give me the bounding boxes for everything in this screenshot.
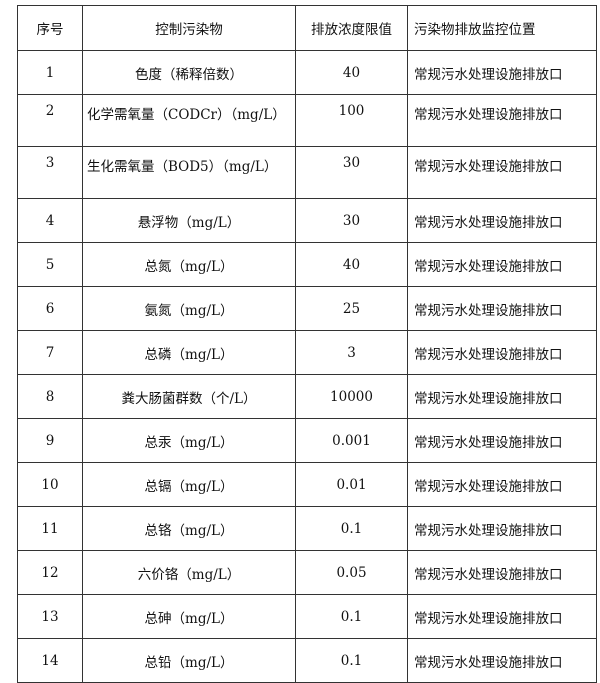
cell-location: 常规污水处理设施排放口	[407, 594, 597, 639]
table-row: 5 总氮（mg/L） 40 常规污水处理设施排放口	[17, 242, 597, 287]
cell-location: 常规污水处理设施排放口	[407, 638, 597, 683]
cell-limit: 0.1	[295, 506, 408, 551]
cell-location: 常规污水处理设施排放口	[407, 94, 597, 147]
cell-pollutant: 色度（稀释倍数）	[82, 50, 296, 95]
cell-limit: 30	[295, 198, 408, 243]
cell-pollutant: 六价铬（mg/L）	[82, 550, 296, 595]
cell-location: 常规污水处理设施排放口	[407, 462, 597, 507]
cell-pollutant: 总砷（mg/L）	[82, 594, 296, 639]
table-row: 9 总汞（mg/L） 0.001 常规污水处理设施排放口	[17, 418, 597, 463]
table-row: 13 总砷（mg/L） 0.1 常规污水处理设施排放口	[17, 594, 597, 639]
cell-pollutant: 总铅（mg/L）	[82, 638, 296, 683]
cell-location: 常规污水处理设施排放口	[407, 146, 597, 199]
pollutant-limits-table: 序号 控制污染物 排放浓度限值 污染物排放监控位置 1 色度（稀释倍数） 40 常规污…	[17, 5, 597, 683]
cell-limit: 40	[295, 242, 408, 287]
table-row: 8 粪大肠菌群数（个/L） 10000 常规污水处理设施排放口	[17, 374, 597, 419]
table-row: 4 悬浮物（mg/L） 30 常规污水处理设施排放口	[17, 198, 597, 243]
cell-limit: 0.01	[295, 462, 408, 507]
table-row: 7 总磷（mg/L） 3 常规污水处理设施排放口	[17, 330, 597, 375]
cell-pollutant: 总铬（mg/L）	[82, 506, 296, 551]
table-row: 3 生化需氧量（BOD5）（mg/L） 30 常规污水处理设施排放口	[17, 146, 597, 199]
cell-location: 常规污水处理设施排放口	[407, 374, 597, 419]
cell-pollutant: 总镉（mg/L）	[82, 462, 296, 507]
cell-no: 12	[17, 550, 83, 595]
cell-no: 5	[17, 242, 83, 287]
cell-pollutant: 生化需氧量（BOD5）（mg/L）	[82, 146, 296, 199]
cell-no: 11	[17, 506, 83, 551]
cell-location: 常规污水处理设施排放口	[407, 286, 597, 331]
cell-limit: 0.001	[295, 418, 408, 463]
header-limit: 排放浓度限值	[295, 5, 408, 51]
cell-pollutant: 粪大肠菌群数（个/L）	[82, 374, 296, 419]
cell-pollutant: 总汞（mg/L）	[82, 418, 296, 463]
cell-limit: 100	[295, 94, 408, 147]
cell-limit: 0.1	[295, 594, 408, 639]
cell-limit: 30	[295, 146, 408, 199]
cell-pollutant: 悬浮物（mg/L）	[82, 198, 296, 243]
cell-no: 3	[17, 146, 83, 199]
cell-location: 常规污水处理设施排放口	[407, 506, 597, 551]
cell-pollutant: 总氮（mg/L）	[82, 242, 296, 287]
cell-limit: 3	[295, 330, 408, 375]
table-row: 2 化学需氧量（CODCr）（mg/L） 100 常规污水处理设施排放口	[17, 94, 597, 147]
table-row: 14 总铅（mg/L） 0.1 常规污水处理设施排放口	[17, 638, 597, 683]
cell-no: 14	[17, 638, 83, 683]
table-row: 12 六价铬（mg/L） 0.05 常规污水处理设施排放口	[17, 550, 597, 595]
cell-no: 8	[17, 374, 83, 419]
cell-no: 4	[17, 198, 83, 243]
cell-no: 13	[17, 594, 83, 639]
cell-location: 常规污水处理设施排放口	[407, 550, 597, 595]
table-row: 6 氨氮（mg/L） 25 常规污水处理设施排放口	[17, 286, 597, 331]
header-no: 序号	[17, 5, 83, 51]
cell-location: 常规污水处理设施排放口	[407, 198, 597, 243]
cell-location: 常规污水处理设施排放口	[407, 50, 597, 95]
cell-location: 常规污水处理设施排放口	[407, 330, 597, 375]
cell-limit: 25	[295, 286, 408, 331]
cell-limit: 40	[295, 50, 408, 95]
cell-no: 1	[17, 50, 83, 95]
table-header-row: 序号 控制污染物 排放浓度限值 污染物排放监控位置	[17, 5, 597, 51]
table-row: 1 色度（稀释倍数） 40 常规污水处理设施排放口	[17, 50, 597, 95]
header-pollutant: 控制污染物	[82, 5, 296, 51]
header-location: 污染物排放监控位置	[407, 5, 597, 51]
cell-location: 常规污水处理设施排放口	[407, 418, 597, 463]
cell-no: 7	[17, 330, 83, 375]
cell-no: 2	[17, 94, 83, 147]
cell-location: 常规污水处理设施排放口	[407, 242, 597, 287]
cell-pollutant: 总磷（mg/L）	[82, 330, 296, 375]
cell-pollutant: 化学需氧量（CODCr）（mg/L）	[82, 94, 296, 147]
cell-pollutant: 氨氮（mg/L）	[82, 286, 296, 331]
cell-no: 6	[17, 286, 83, 331]
table-row: 11 总铬（mg/L） 0.1 常规污水处理设施排放口	[17, 506, 597, 551]
cell-limit: 0.1	[295, 638, 408, 683]
cell-no: 10	[17, 462, 83, 507]
cell-limit: 10000	[295, 374, 408, 419]
table-row: 10 总镉（mg/L） 0.01 常规污水处理设施排放口	[17, 462, 597, 507]
cell-limit: 0.05	[295, 550, 408, 595]
cell-no: 9	[17, 418, 83, 463]
